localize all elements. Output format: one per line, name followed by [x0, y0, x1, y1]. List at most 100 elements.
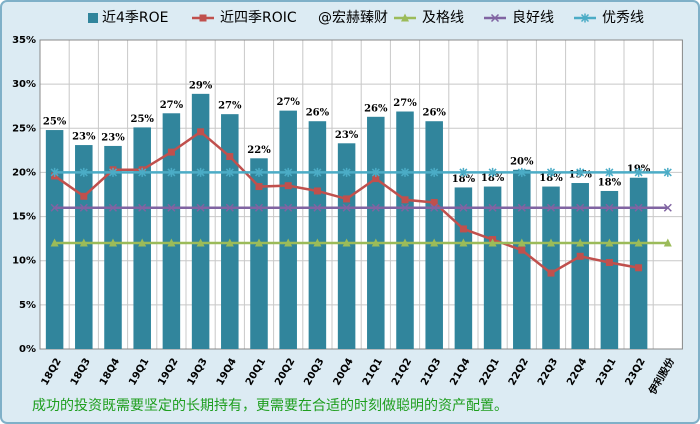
marker	[284, 203, 293, 212]
marker	[372, 175, 380, 183]
value-label: 23%	[335, 130, 359, 141]
y-tick-label: 35%	[12, 35, 36, 46]
value-label: 26%	[422, 108, 446, 119]
marker	[400, 167, 410, 177]
marker	[342, 238, 351, 247]
marker	[401, 238, 409, 247]
value-label: 18%	[481, 173, 505, 184]
marker	[488, 203, 497, 212]
value-label: 18%	[539, 173, 563, 184]
marker	[634, 238, 643, 247]
marker	[459, 203, 468, 212]
marker	[605, 167, 614, 177]
marker	[313, 203, 322, 212]
marker	[459, 167, 468, 177]
legend-label: 良好线	[512, 10, 554, 26]
marker	[546, 203, 556, 212]
bar	[104, 145, 122, 349]
marker	[79, 203, 88, 212]
marker	[255, 238, 263, 247]
marker	[284, 167, 293, 177]
y-tick-label: 20%	[12, 167, 36, 178]
marker	[254, 203, 264, 212]
footnote: 成功的投资既需要坚定的长期持有，更需要在合适的时刻做聪明的资产配置。	[32, 398, 508, 414]
marker	[199, 14, 207, 22]
marker	[547, 238, 555, 247]
y-tick-label: 15%	[12, 212, 36, 223]
bar	[425, 121, 443, 349]
marker	[50, 238, 59, 247]
marker	[430, 167, 439, 177]
marker	[663, 203, 672, 212]
marker	[138, 203, 147, 212]
marker	[459, 238, 468, 247]
value-label: 23%	[101, 132, 125, 143]
legend-label: 及格线	[422, 10, 464, 26]
legend-label: 近4季ROE	[102, 10, 169, 26]
marker	[605, 258, 613, 266]
bar	[454, 187, 473, 349]
marker	[284, 182, 292, 190]
marker	[313, 238, 322, 247]
marker	[371, 167, 380, 177]
legend-swatch	[88, 13, 98, 23]
legend-label: 优秀线	[602, 10, 644, 26]
marker	[79, 238, 88, 247]
marker	[79, 167, 88, 177]
value-label: 27%	[160, 100, 184, 111]
marker	[225, 203, 234, 212]
marker	[284, 238, 293, 247]
marker	[635, 264, 643, 272]
y-tick-label: 30%	[12, 79, 36, 90]
marker	[80, 192, 88, 200]
value-label: 26%	[306, 108, 330, 119]
bar	[396, 111, 414, 349]
y-tick-label: 0%	[19, 344, 36, 355]
marker	[226, 153, 234, 161]
y-tick-label: 25%	[12, 123, 36, 134]
marker	[371, 203, 380, 212]
marker	[546, 167, 556, 177]
marker	[518, 246, 526, 254]
marker	[342, 203, 351, 212]
marker	[576, 167, 585, 177]
bar	[483, 186, 502, 349]
value-label: 25%	[43, 117, 67, 128]
marker	[197, 128, 205, 136]
marker	[108, 203, 118, 212]
marker	[634, 203, 643, 212]
marker	[430, 198, 438, 206]
marker	[138, 167, 147, 177]
marker	[50, 203, 59, 212]
marker	[225, 238, 234, 247]
marker	[605, 238, 614, 247]
marker	[580, 13, 590, 23]
marker	[430, 238, 439, 247]
bar	[75, 145, 93, 349]
bar	[542, 186, 560, 349]
value-label: 18%	[452, 174, 476, 185]
marker	[167, 167, 176, 177]
plot-border	[39, 39, 683, 350]
marker	[576, 203, 585, 212]
marker	[167, 238, 176, 247]
marker	[255, 183, 263, 191]
bar	[133, 127, 151, 349]
marker	[401, 13, 409, 22]
marker	[401, 196, 409, 204]
marker	[371, 238, 380, 247]
marker	[517, 238, 526, 247]
legend-label: 近四季ROIC	[220, 10, 297, 26]
marker	[50, 167, 59, 177]
marker	[576, 252, 584, 260]
marker	[313, 187, 321, 195]
marker	[490, 13, 500, 23]
value-label: 27%	[393, 98, 417, 109]
bar	[308, 121, 327, 349]
bar	[367, 116, 385, 350]
marker	[167, 148, 175, 156]
bar	[191, 93, 210, 350]
marker	[488, 167, 497, 177]
marker	[225, 167, 234, 177]
